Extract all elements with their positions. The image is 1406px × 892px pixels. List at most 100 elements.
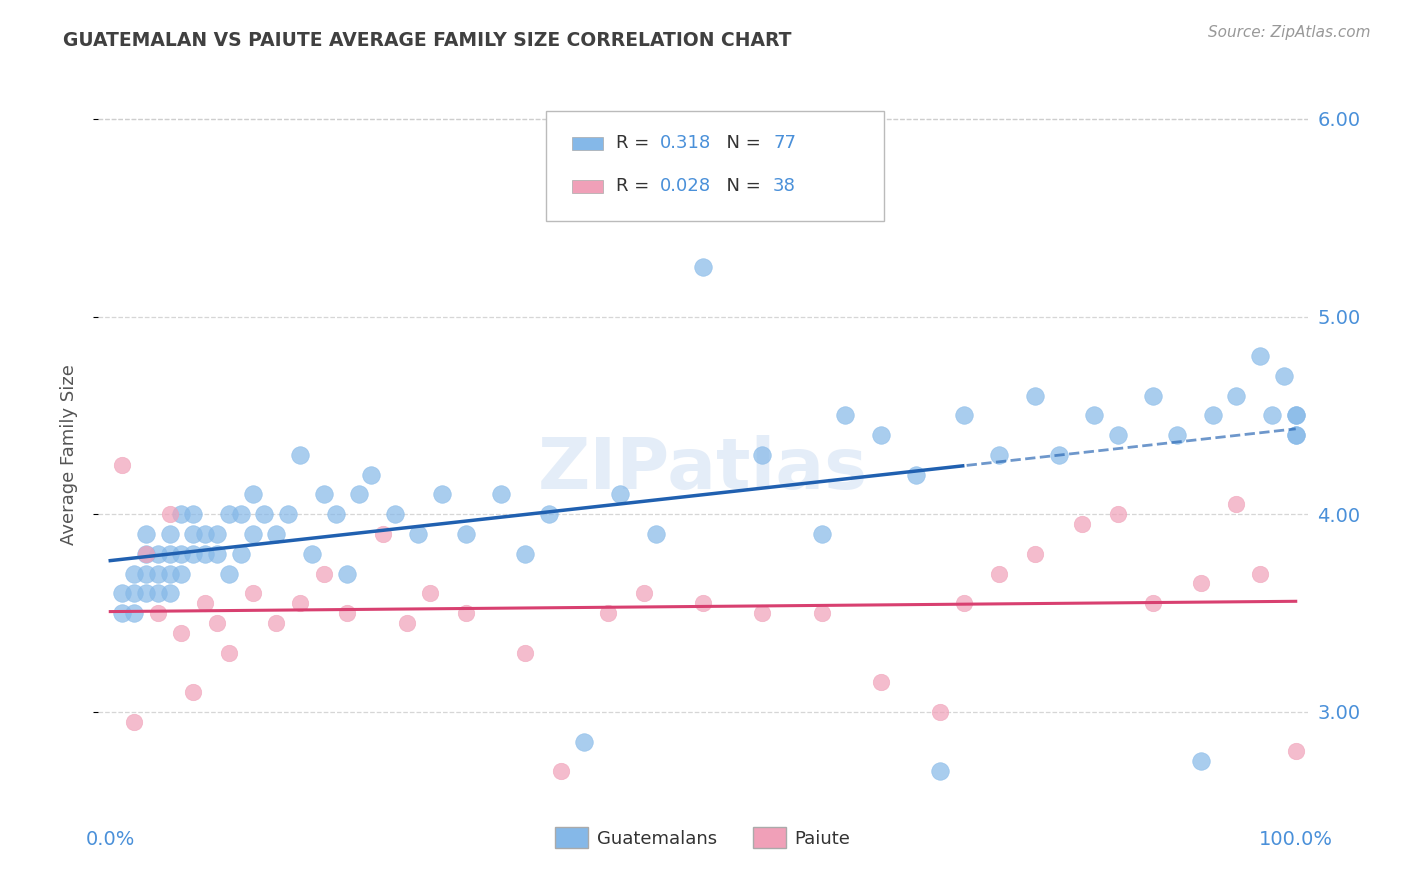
Point [1107, 428, 1129, 442]
Point [312, 487, 335, 501]
Point [170, 507, 193, 521]
Point [454, 527, 477, 541]
Point [170, 625, 193, 640]
Text: 0.318: 0.318 [659, 135, 710, 153]
Point [264, 615, 287, 630]
Point [159, 566, 181, 581]
Point [988, 448, 1011, 462]
Point [432, 487, 454, 501]
Point [312, 566, 335, 581]
Point [834, 409, 856, 423]
Point [810, 606, 832, 620]
Point [952, 409, 974, 423]
Point [111, 586, 134, 600]
Point [395, 615, 418, 630]
Text: 77: 77 [773, 135, 796, 153]
Point [1024, 547, 1046, 561]
Point [111, 458, 134, 472]
Point [1142, 596, 1164, 610]
Point [122, 606, 145, 620]
Point [751, 448, 773, 462]
Text: N =: N = [716, 135, 766, 153]
Point [454, 606, 477, 620]
Point [692, 596, 714, 610]
Point [301, 547, 323, 561]
Point [598, 606, 620, 620]
Point [194, 547, 217, 561]
FancyBboxPatch shape [572, 137, 603, 150]
Point [869, 428, 891, 442]
Point [633, 586, 655, 600]
Point [1225, 389, 1247, 403]
Point [347, 487, 370, 501]
Point [242, 527, 264, 541]
Point [515, 646, 537, 660]
Point [1272, 368, 1295, 383]
Point [574, 734, 596, 748]
Point [194, 596, 217, 610]
Point [929, 764, 952, 779]
Point [371, 527, 394, 541]
Point [1285, 409, 1308, 423]
Point [1107, 507, 1129, 521]
Point [692, 260, 714, 274]
Point [1202, 409, 1225, 423]
Point [135, 547, 157, 561]
Point [122, 566, 145, 581]
Point [135, 547, 157, 561]
Point [253, 507, 276, 521]
Point [1285, 428, 1308, 442]
Point [929, 705, 952, 719]
Point [1071, 517, 1094, 532]
Point [122, 586, 145, 600]
Point [408, 527, 430, 541]
Y-axis label: Average Family Size: Average Family Size [59, 365, 77, 545]
Point [170, 547, 193, 561]
Point [905, 467, 928, 482]
Point [325, 507, 347, 521]
Point [146, 547, 169, 561]
Point [288, 448, 311, 462]
Point [1225, 497, 1247, 511]
Text: GUATEMALAN VS PAIUTE AVERAGE FAMILY SIZE CORRELATION CHART: GUATEMALAN VS PAIUTE AVERAGE FAMILY SIZE… [63, 31, 792, 50]
Point [336, 566, 359, 581]
Point [360, 467, 382, 482]
FancyBboxPatch shape [572, 180, 603, 193]
Point [242, 586, 264, 600]
Point [1047, 448, 1070, 462]
Point [1285, 744, 1308, 758]
Text: Source: ZipAtlas.com: Source: ZipAtlas.com [1208, 25, 1371, 40]
Point [181, 547, 204, 561]
Point [218, 566, 240, 581]
Text: 38: 38 [773, 178, 796, 195]
Point [159, 547, 181, 561]
Point [609, 487, 631, 501]
Point [751, 606, 773, 620]
Point [1249, 349, 1271, 363]
Point [194, 527, 217, 541]
Point [1166, 428, 1188, 442]
Point [1285, 409, 1308, 423]
Point [288, 596, 311, 610]
Point [135, 586, 157, 600]
Point [146, 606, 169, 620]
Point [181, 527, 204, 541]
Point [205, 527, 228, 541]
Point [135, 566, 157, 581]
Point [159, 507, 181, 521]
Point [205, 615, 228, 630]
Legend: Guatemalans, Paiute: Guatemalans, Paiute [548, 821, 858, 855]
Point [159, 527, 181, 541]
Point [181, 507, 204, 521]
Point [146, 566, 169, 581]
Text: R =: R = [616, 178, 655, 195]
Point [146, 586, 169, 600]
Point [229, 507, 252, 521]
Point [242, 487, 264, 501]
Point [537, 507, 560, 521]
Point [170, 566, 193, 581]
Point [111, 606, 134, 620]
Point [1189, 576, 1212, 591]
Point [419, 586, 441, 600]
Point [1261, 409, 1284, 423]
